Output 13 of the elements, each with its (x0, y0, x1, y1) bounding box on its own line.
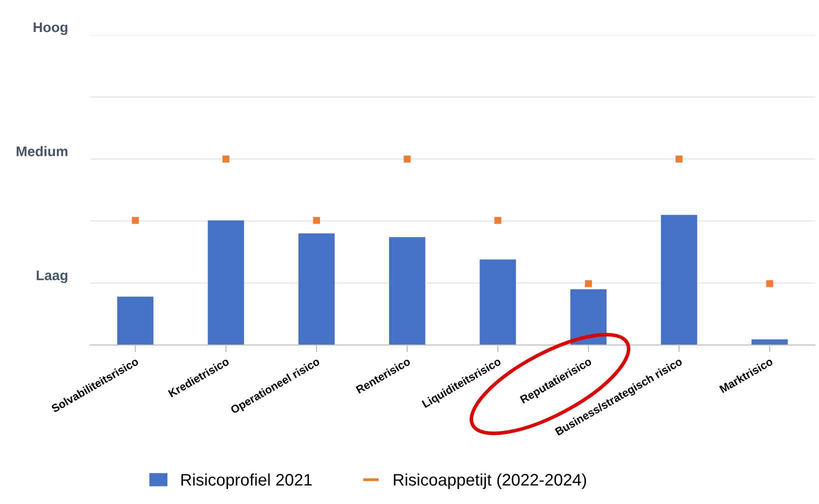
ref-line-label: Laag (36, 270, 68, 284)
bar (389, 237, 426, 345)
legend-label: Risicoappetijt (2022-2024) (394, 473, 586, 489)
bar (660, 214, 698, 345)
bar (570, 289, 607, 345)
legend-label: Risicoprofiel 2021 (181, 473, 312, 489)
ref-line-label: Medium (16, 146, 68, 156)
bar (480, 259, 516, 345)
bar (298, 233, 335, 345)
bar (117, 296, 154, 345)
ref-line-label: Hoog (34, 22, 68, 35)
bar (752, 339, 788, 345)
bar (208, 220, 244, 345)
